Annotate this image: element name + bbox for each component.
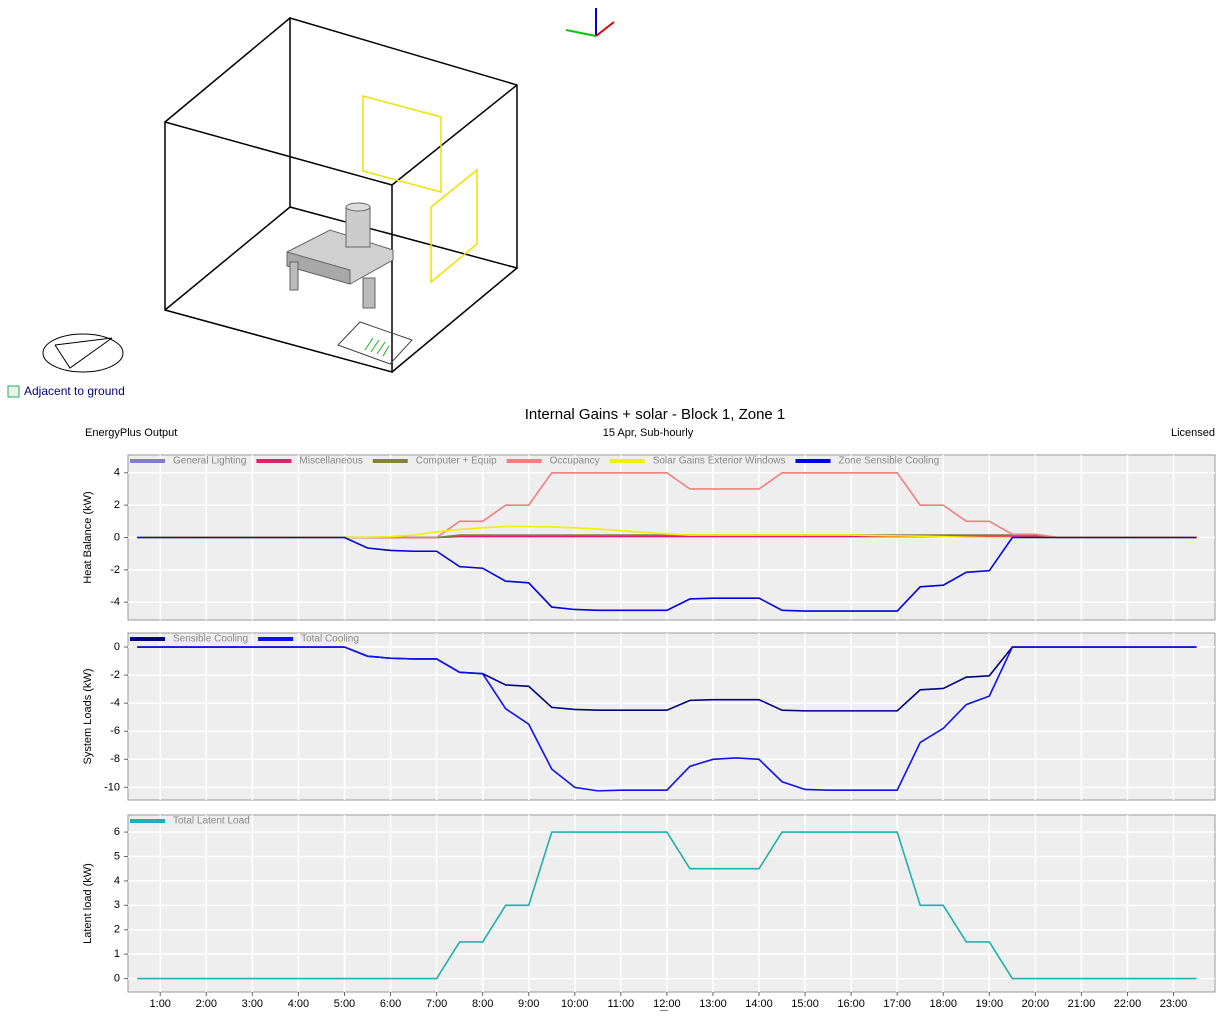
legend-icon (8, 386, 19, 397)
window (431, 170, 477, 282)
y-tick-label: 3 (114, 899, 120, 911)
y-tick-label: 0 (114, 641, 120, 653)
x-tick-label: 3:00 (242, 998, 263, 1010)
legend-label: Solar Gains Exterior Windows (653, 456, 786, 467)
x-tick-label: 4:00 (288, 998, 309, 1010)
appliance-top (346, 203, 370, 211)
report-left: EnergyPlus Output (85, 427, 177, 439)
x-tick-label: 11:00 (607, 998, 634, 1010)
model-view (43, 8, 614, 372)
x-tick-label: 8:00 (472, 998, 493, 1010)
x-tick-label: 15:00 (791, 998, 819, 1010)
plot-area (128, 815, 1215, 992)
x-tick-label: 19:00 (976, 998, 1004, 1010)
x-tick-label: 23:00 (1160, 998, 1188, 1010)
legend-label: Total Cooling (301, 634, 359, 645)
y-tick-label: -6 (110, 725, 120, 737)
x-tick-label: 2:00 (196, 998, 217, 1010)
y-tick-label: 0 (114, 531, 120, 543)
x-tick-label: 21:00 (1068, 998, 1096, 1010)
table-leg (363, 278, 375, 308)
y-tick-label: 5 (114, 850, 120, 862)
x-tick-label: 17:00 (883, 998, 911, 1010)
legend-label: Computer + Equip (416, 456, 497, 467)
edge (165, 18, 290, 122)
y-tick-label: -4 (110, 596, 120, 608)
y-tick-label: 4 (114, 875, 120, 887)
legend-label: Total Latent Load (173, 816, 250, 827)
x-tick-label: 18:00 (929, 998, 957, 1010)
y-tick-label: -4 (110, 697, 120, 709)
x-tick-label: 14:00 (745, 998, 773, 1010)
x-tick-label: 20:00 (1022, 998, 1050, 1010)
x-tick-label: 5:00 (334, 998, 355, 1010)
x-tick-label: 6:00 (380, 998, 401, 1010)
x-tick-label: 13:00 (699, 998, 727, 1010)
x-tick-label: 16:00 (837, 998, 865, 1010)
y-axis-label: System Loads (kW) (82, 669, 94, 765)
table-leg (290, 262, 298, 290)
x-tick-label: 7:00 (426, 998, 447, 1010)
appliance (346, 207, 370, 247)
report-title: Internal Gains + solar - Block 1, Zone 1 (525, 406, 786, 423)
x-tick-label: 10:00 (561, 998, 589, 1010)
axis-y (566, 30, 596, 36)
back-face (290, 18, 517, 268)
legend-label: Occupancy (550, 456, 600, 467)
y-axis-label: Latent load (kW) (82, 863, 94, 944)
edge (392, 268, 517, 372)
edge (392, 85, 517, 185)
y-tick-label: 2 (114, 924, 120, 936)
y-tick-label: -2 (110, 669, 120, 681)
y-tick-label: 1 (114, 948, 120, 960)
edge (165, 207, 290, 310)
compass-needle (55, 338, 112, 368)
compass (43, 334, 123, 372)
page: Adjacent to ground Internal Gains + sola… (0, 0, 1220, 1011)
floor-hatch (365, 338, 389, 356)
y-tick-label: 6 (114, 826, 120, 838)
x-tick-label: 22:00 (1114, 998, 1142, 1010)
axis-x (596, 22, 614, 36)
legend-label: Miscellaneous (299, 456, 362, 467)
y-tick-label: -8 (110, 753, 120, 765)
report-right: Licensed (1171, 427, 1215, 439)
report-subtitle: 15 Apr, Sub-hourly (603, 427, 694, 439)
plot-area (128, 633, 1215, 800)
y-tick-label: 4 (114, 467, 120, 479)
legend-label: Zone Sensible Cooling (839, 456, 940, 467)
y-tick-label: -10 (104, 781, 120, 793)
legend-label: Sensible Cooling (173, 634, 248, 645)
legend-label: General Lighting (173, 456, 246, 467)
y-tick-label: 2 (114, 499, 120, 511)
y-tick-label: -2 (110, 564, 120, 576)
floor-marker (338, 322, 412, 364)
x-tick-label: 9:00 (518, 998, 539, 1010)
y-tick-label: 0 (114, 972, 120, 984)
y-axis-label: Heat Balance (kW) (82, 491, 94, 583)
x-tick-label: 1:00 (150, 998, 171, 1010)
legend-label: Adjacent to ground (24, 384, 125, 398)
